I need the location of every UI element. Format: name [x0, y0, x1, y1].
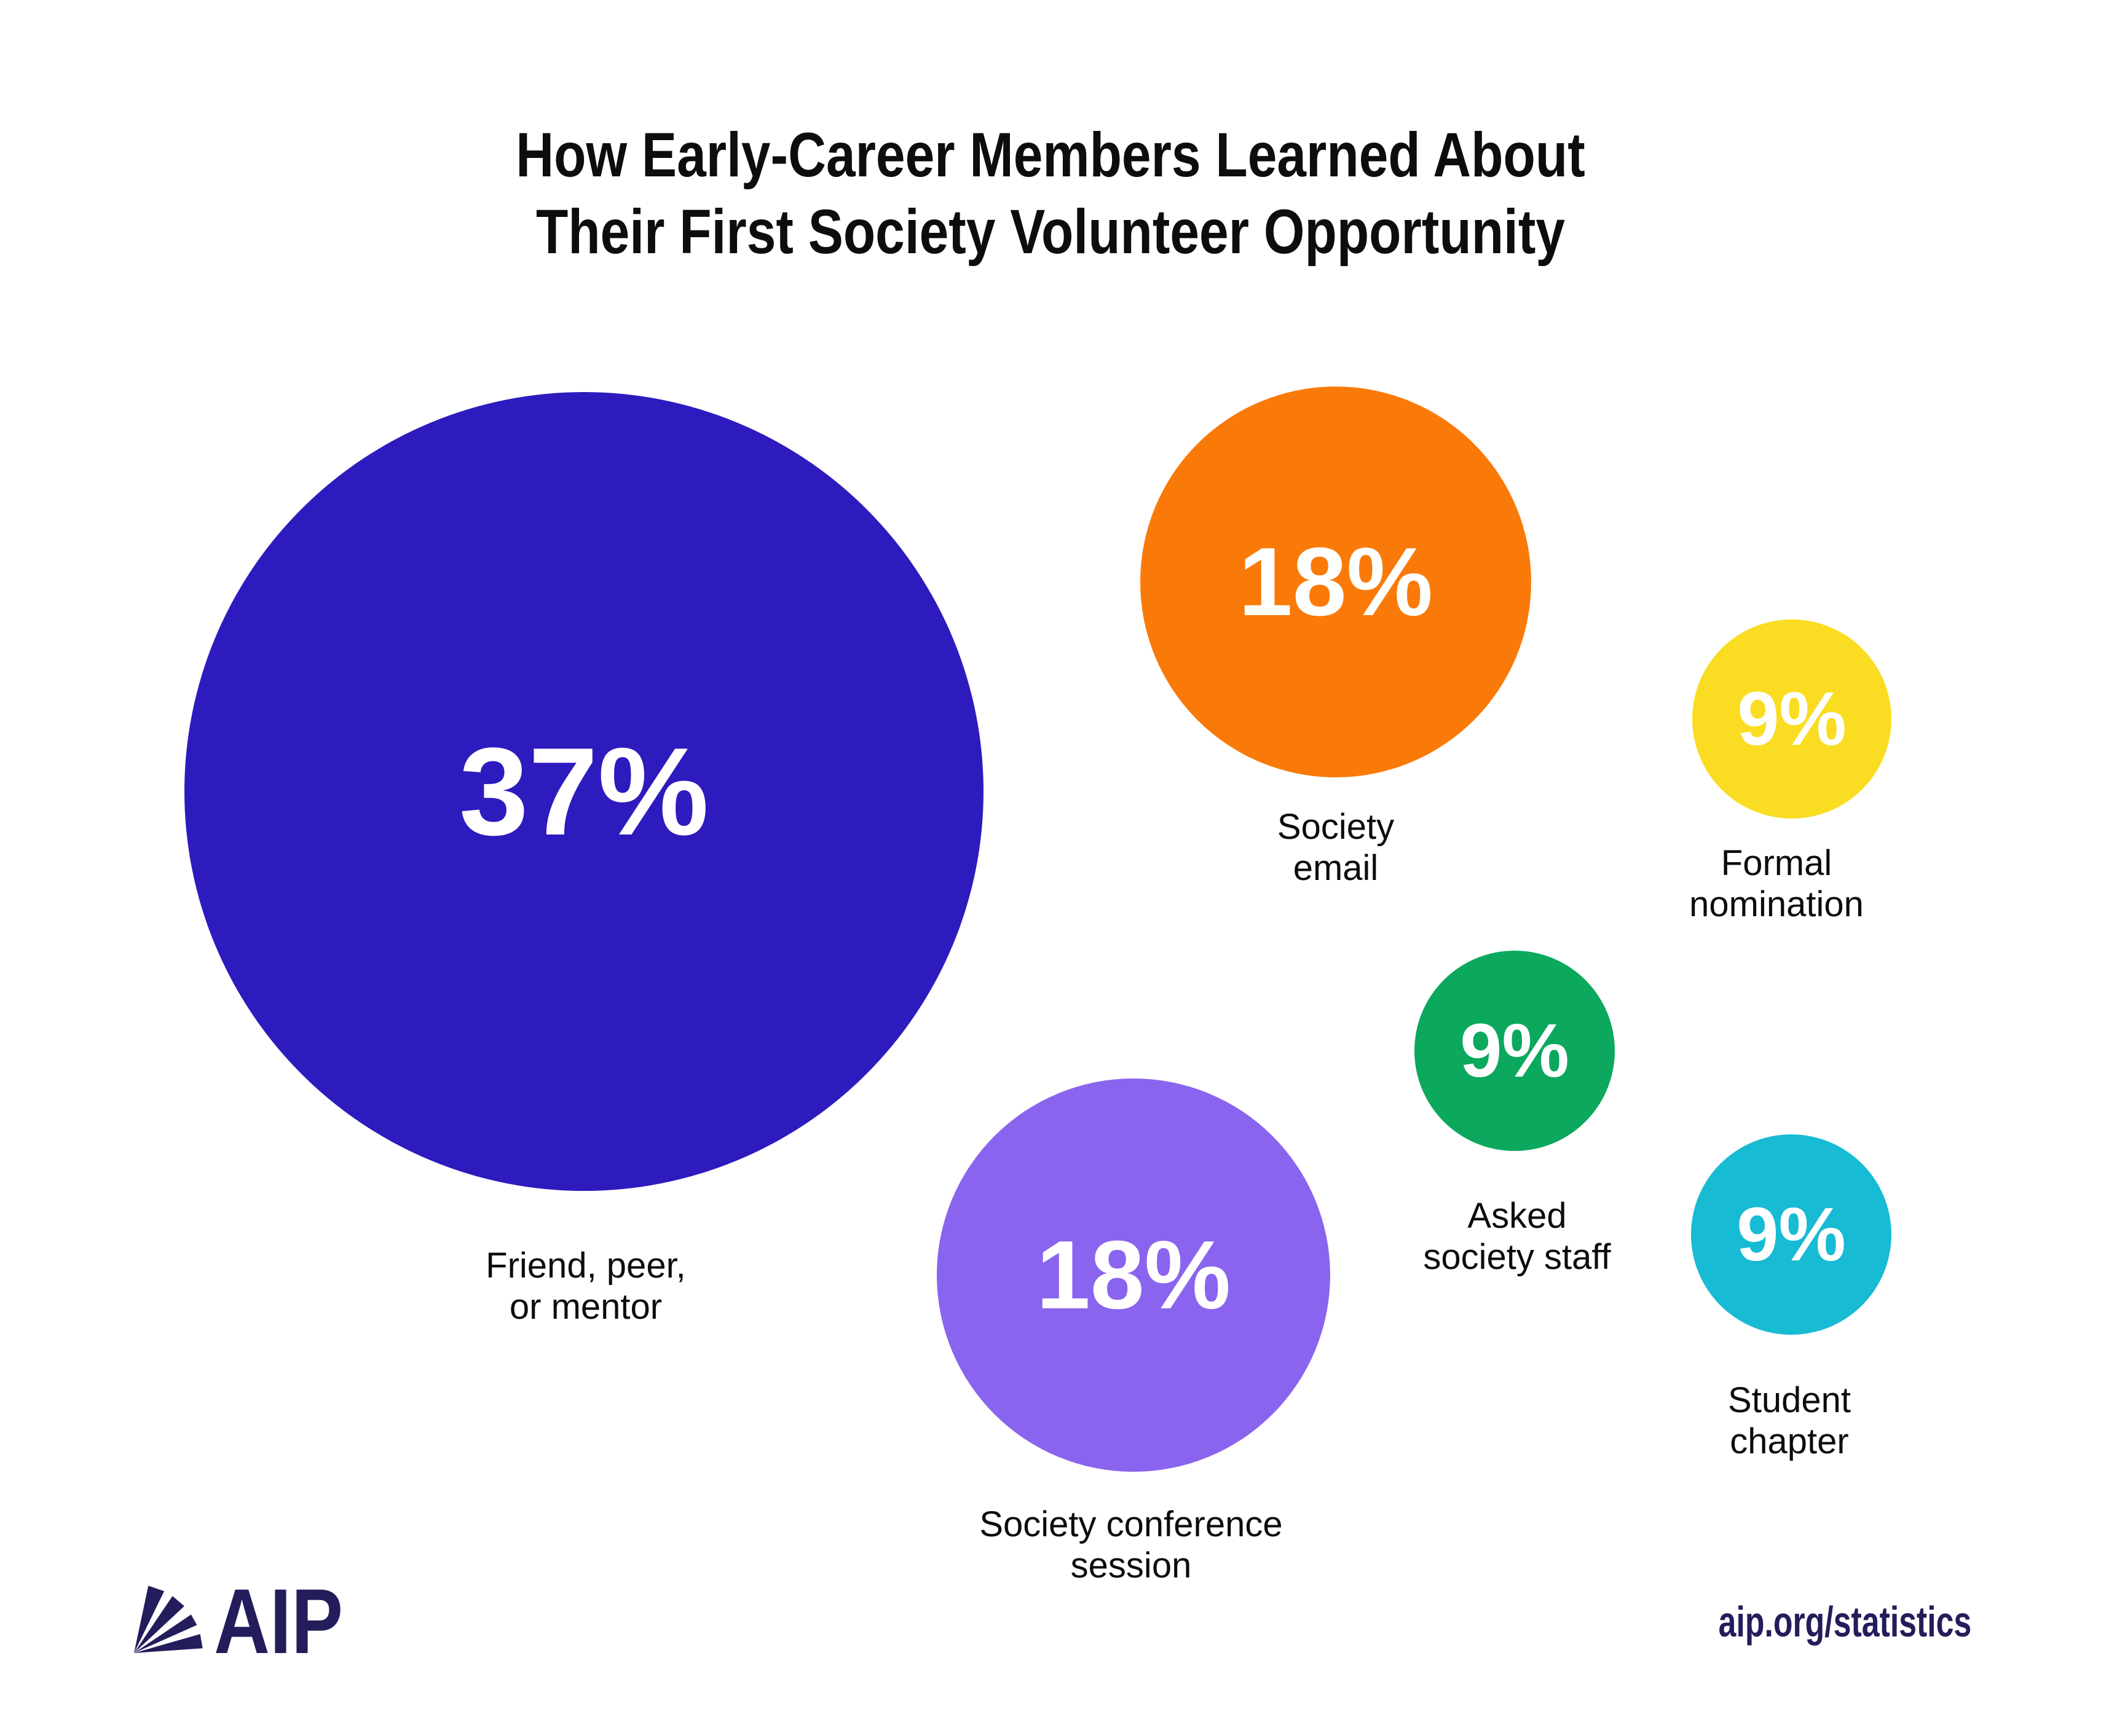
bubble-label-society-email: Society email: [1277, 807, 1395, 888]
bubble-label-student-chapter: Student chapter: [1728, 1380, 1851, 1461]
bubble-friend-peer-mentor: 37%: [184, 392, 983, 1191]
aip-logo-text: AIP: [214, 1569, 343, 1673]
bubble-value-formal-nomination: 9%: [1737, 677, 1847, 761]
aip-logo-fan-icon: AIP: [134, 1569, 343, 1673]
chart-title: How Early-Career Members Learned About T…: [516, 120, 1585, 267]
bubble-value-asked-society-staff: 9%: [1460, 1008, 1569, 1093]
bubble-value-friend-peer-mentor: 37%: [459, 721, 709, 862]
bubble-formal-nomination: 9%: [1692, 619, 1891, 819]
bubble-value-student-chapter: 9%: [1736, 1192, 1846, 1277]
statistics-url: aip.org/statistics: [1718, 1598, 1971, 1646]
bubble-label-friend-peer-mentor: Friend, peer, or mentor: [486, 1246, 686, 1327]
bubble-label-asked-society-staff: Asked society staff: [1423, 1196, 1611, 1277]
bubble-asked-society-staff: 9%: [1414, 951, 1615, 1151]
bubble-label-society-conference-session: Society conference session: [979, 1504, 1283, 1585]
bubble-value-society-conference-session: 18%: [1036, 1221, 1231, 1329]
bubble-label-formal-nomination: Formal nomination: [1689, 843, 1864, 924]
bubble-society-conference-session: 18%: [937, 1078, 1330, 1472]
bubble-society-email: 18%: [1140, 387, 1531, 777]
bubble-value-society-email: 18%: [1238, 528, 1433, 636]
aip-logo: AIP: [133, 1569, 345, 1673]
bubble-student-chapter: 9%: [1691, 1134, 1891, 1335]
